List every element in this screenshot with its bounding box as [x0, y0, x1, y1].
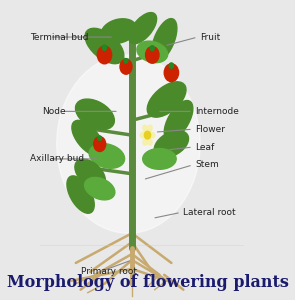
Circle shape	[164, 64, 178, 82]
Ellipse shape	[147, 82, 186, 117]
Ellipse shape	[67, 176, 94, 213]
Ellipse shape	[149, 133, 155, 138]
Text: Terminal bud: Terminal bud	[30, 33, 89, 42]
Text: Lateral root: Lateral root	[183, 208, 236, 217]
Circle shape	[144, 131, 151, 139]
Ellipse shape	[147, 138, 152, 145]
Circle shape	[97, 46, 112, 64]
Text: Node: Node	[42, 107, 66, 116]
Text: Primary root: Primary root	[81, 267, 137, 276]
Ellipse shape	[75, 159, 105, 188]
Ellipse shape	[129, 13, 157, 44]
Ellipse shape	[89, 144, 124, 168]
Text: Stem: Stem	[195, 160, 219, 169]
Ellipse shape	[137, 41, 168, 63]
Ellipse shape	[154, 130, 189, 158]
Circle shape	[57, 55, 200, 233]
Circle shape	[146, 46, 159, 63]
Circle shape	[102, 45, 106, 50]
Ellipse shape	[164, 100, 193, 140]
Text: Internode: Internode	[195, 107, 239, 116]
Circle shape	[120, 59, 132, 74]
Text: Morphology of flowering plants: Morphology of flowering plants	[6, 274, 289, 291]
Ellipse shape	[140, 133, 146, 138]
Ellipse shape	[85, 177, 115, 200]
Circle shape	[150, 46, 154, 51]
Ellipse shape	[143, 125, 148, 132]
Ellipse shape	[101, 19, 137, 44]
Circle shape	[98, 136, 101, 140]
Text: Fruit: Fruit	[200, 33, 220, 42]
Circle shape	[94, 136, 106, 152]
Circle shape	[169, 63, 173, 68]
Text: Axillary bud: Axillary bud	[30, 154, 85, 164]
Ellipse shape	[152, 19, 177, 62]
Ellipse shape	[76, 99, 114, 130]
Circle shape	[124, 58, 128, 63]
Ellipse shape	[143, 138, 148, 145]
Ellipse shape	[85, 28, 124, 64]
Text: Leaf: Leaf	[195, 142, 214, 152]
Ellipse shape	[143, 148, 176, 169]
Ellipse shape	[147, 125, 152, 132]
Text: Flower: Flower	[195, 125, 225, 134]
Ellipse shape	[72, 120, 104, 156]
